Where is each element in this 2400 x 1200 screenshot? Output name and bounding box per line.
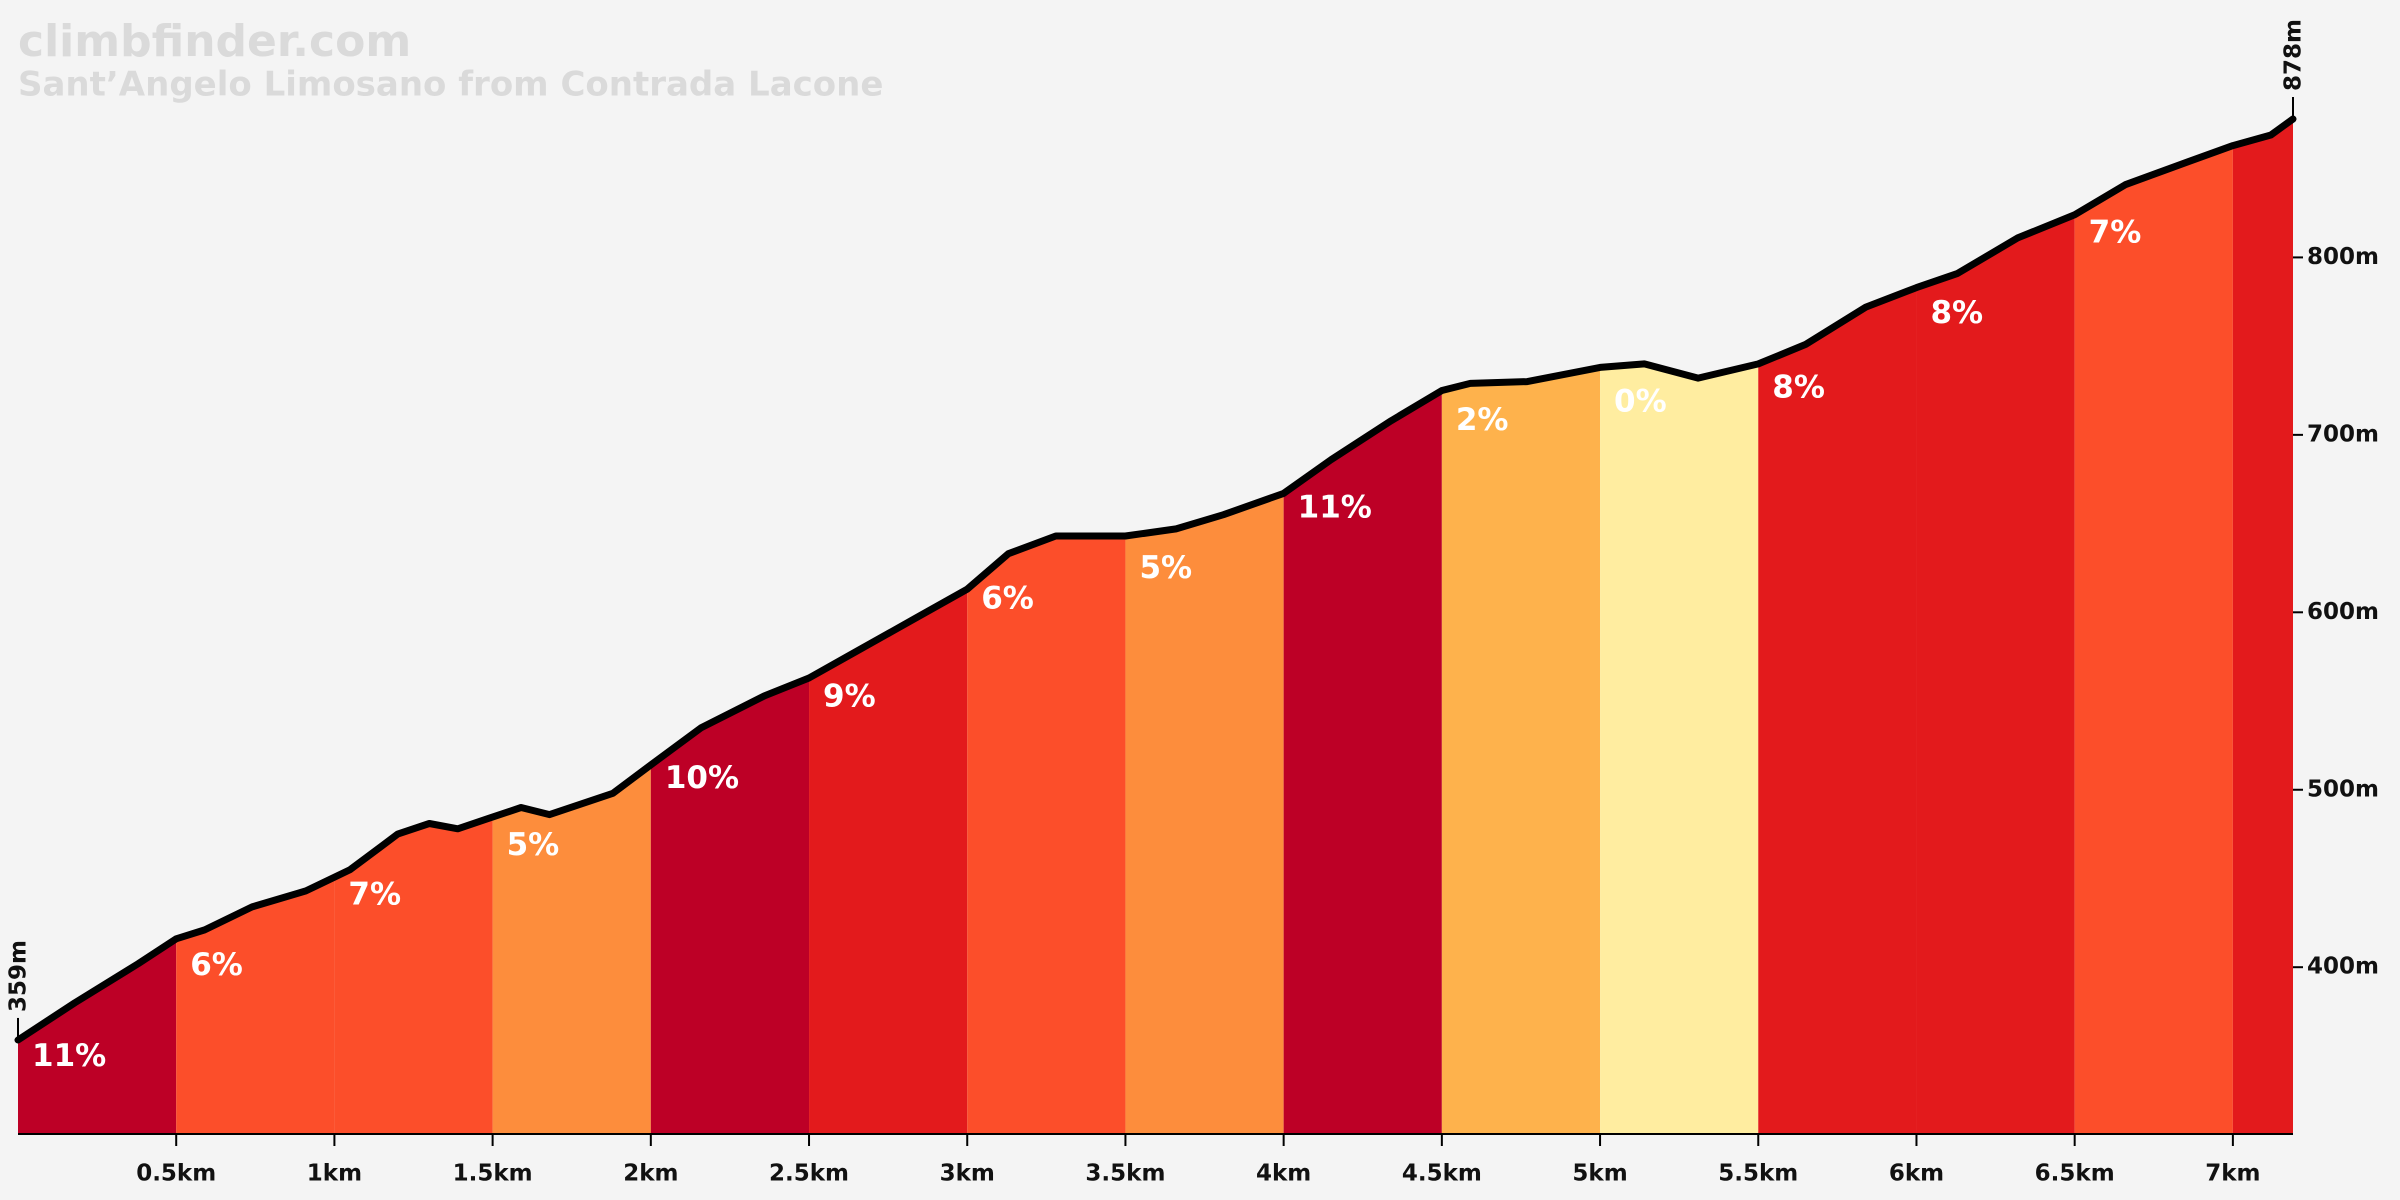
x-tick-label: 3km xyxy=(940,1161,995,1187)
chart-subtitle: Sant’Angelo Limosano from Contrada Lacon… xyxy=(18,65,883,105)
x-tick-label: 6km xyxy=(1889,1161,1944,1187)
gradient-label: 9% xyxy=(823,679,876,715)
x-tick-label: 4.5km xyxy=(1402,1161,1482,1187)
elevation-line xyxy=(14,115,2297,1044)
x-tick-label: 5.5km xyxy=(1718,1161,1798,1187)
gradient-segment xyxy=(2232,119,2293,1134)
x-tick-label: 2.5km xyxy=(769,1161,849,1187)
x-tick-label: 6.5km xyxy=(2035,1161,2115,1187)
chart-title: climbfinder.com xyxy=(18,16,411,67)
gradient-label: 11% xyxy=(1298,489,1372,525)
gradient-label: 7% xyxy=(2089,214,2142,250)
gradient-label: 0% xyxy=(1614,383,1667,419)
x-tick-label: 1km xyxy=(307,1161,362,1187)
gradient-label: 11% xyxy=(32,1038,106,1074)
gradient-label: 2% xyxy=(1456,402,1509,438)
gradient-segment xyxy=(1916,119,2075,1134)
end-label: 878m xyxy=(2281,19,2307,91)
start-label: 359m xyxy=(6,940,32,1012)
gradient-label: 7% xyxy=(348,876,401,912)
gradient-label: 5% xyxy=(1139,550,1192,586)
y-tick-label: 700m xyxy=(2307,421,2379,447)
gradient-label: 8% xyxy=(1930,295,1983,331)
x-tick-label: 2km xyxy=(623,1161,678,1187)
x-tick-label: 4km xyxy=(1256,1161,1311,1187)
x-tick-label: 5km xyxy=(1572,1161,1627,1187)
gradient-label: 5% xyxy=(507,827,560,863)
y-tick-label: 500m xyxy=(2307,776,2379,802)
gradient-label: 8% xyxy=(1772,369,1825,405)
gradient-label: 6% xyxy=(981,580,1034,616)
x-tick-label: 3.5km xyxy=(1085,1161,1165,1187)
gradient-label: 10% xyxy=(665,760,739,796)
gradient-segment xyxy=(2074,119,2233,1134)
y-tick-label: 800m xyxy=(2307,244,2379,270)
y-tick-label: 600m xyxy=(2307,599,2379,625)
x-tick-label: 0.5km xyxy=(136,1161,216,1187)
gradient-label: 6% xyxy=(190,947,243,983)
y-tick-label: 400m xyxy=(2307,954,2379,980)
x-tick-label: 1.5km xyxy=(453,1161,533,1187)
x-tick-label: 7km xyxy=(2205,1161,2260,1187)
